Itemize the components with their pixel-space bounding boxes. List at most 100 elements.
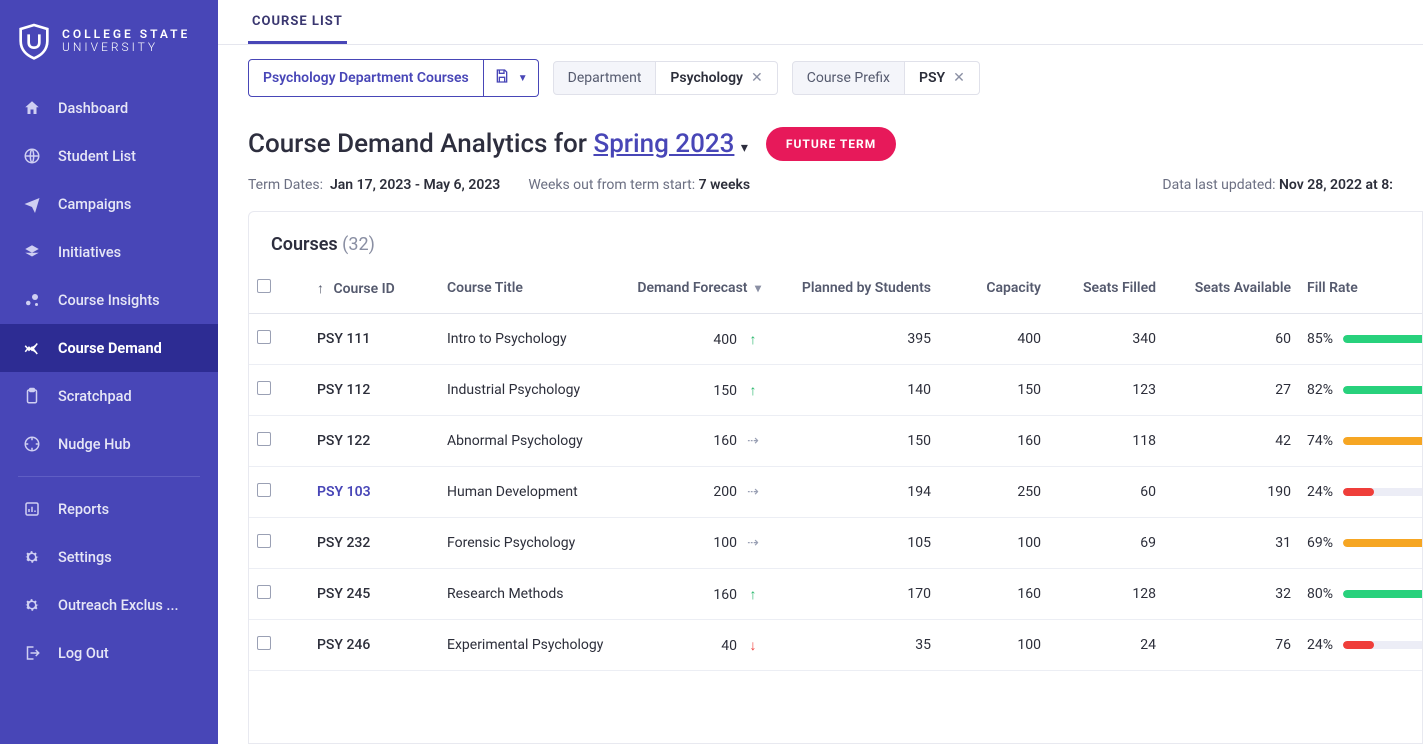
table-row[interactable]: PSY 103Human Development200⇢194250601902…: [249, 467, 1423, 518]
cell-filled: 340: [1049, 314, 1164, 365]
cell-forecast: 160↑: [619, 569, 769, 620]
data-updated: Data last updated: Nov 28, 2022 at 8:: [1162, 177, 1393, 193]
sidebar-item-nudge-hub[interactable]: Nudge Hub: [0, 420, 218, 468]
save-filter-button[interactable]: ▼: [484, 59, 539, 97]
col-capacity[interactable]: Capacity: [939, 263, 1049, 314]
term-dates-label: Term Dates:: [248, 177, 323, 193]
cell-course-id: PSY 111: [309, 314, 439, 365]
fill-bar: [1343, 386, 1423, 394]
future-term-pill: FUTURE TERM: [766, 127, 896, 161]
close-icon[interactable]: ✕: [953, 70, 965, 86]
trend-flat-icon: ⇢: [745, 433, 761, 449]
bubbles-icon: [22, 290, 42, 310]
row-checkbox[interactable]: [249, 569, 309, 620]
sidebar: COLLEGE STATE UNIVERSITY Dashboard Stude…: [0, 0, 218, 744]
cell-course-title: Experimental Psychology: [439, 620, 619, 671]
tab-course-list[interactable]: COURSE LIST: [248, 0, 347, 44]
sidebar-item-label: Course Insights: [58, 292, 160, 309]
sidebar-item-outreach-exclusions[interactable]: Outreach Exclus ...: [0, 581, 218, 629]
card-title-text: Courses: [271, 234, 338, 255]
sidebar-item-student-list[interactable]: Student List: [0, 132, 218, 180]
sidebar-item-dashboard[interactable]: Dashboard: [0, 84, 218, 132]
col-fill-rate[interactable]: Fill Rate: [1299, 263, 1423, 314]
fill-pct: 69%: [1307, 535, 1333, 551]
sidebar-item-settings[interactable]: Settings: [0, 533, 218, 581]
table-row[interactable]: PSY 112Industrial Psychology150↑14015012…: [249, 365, 1423, 416]
nudge-icon: [22, 434, 42, 454]
row-checkbox[interactable]: [249, 518, 309, 569]
cell-capacity: 250: [939, 467, 1049, 518]
checkbox-icon[interactable]: [257, 279, 271, 293]
sidebar-item-initiatives[interactable]: Initiatives: [0, 228, 218, 276]
cell-course-id: PSY 245: [309, 569, 439, 620]
cell-planned: 140: [769, 365, 939, 416]
col-label: Demand Forecast: [637, 280, 747, 296]
checkbox-icon[interactable]: [257, 381, 271, 395]
col-course-id[interactable]: ↑ Course ID: [309, 263, 439, 314]
filter-value[interactable]: PSY ✕: [905, 61, 980, 95]
table-row[interactable]: PSY 111Intro to Psychology400↑3954003406…: [249, 314, 1423, 365]
cell-capacity: 160: [939, 416, 1049, 467]
sidebar-item-campaigns[interactable]: Campaigns: [0, 180, 218, 228]
heading-prefix: Course Demand Analytics for: [248, 129, 587, 159]
row-checkbox[interactable]: [249, 416, 309, 467]
chevron-down-icon[interactable]: ▾: [741, 140, 748, 156]
cell-planned: 150: [769, 416, 939, 467]
col-checkbox[interactable]: [249, 263, 309, 314]
cell-course-id: PSY 122: [309, 416, 439, 467]
col-seats-available[interactable]: Seats Available: [1164, 263, 1299, 314]
row-checkbox[interactable]: [249, 365, 309, 416]
layers-icon: [22, 242, 42, 262]
fill-bar: [1343, 335, 1423, 343]
col-seats-filled[interactable]: Seats Filled: [1049, 263, 1164, 314]
col-planned[interactable]: Planned by Students: [769, 263, 939, 314]
checkbox-icon[interactable]: [257, 585, 271, 599]
checkbox-icon[interactable]: [257, 330, 271, 344]
cell-course-title: Research Methods: [439, 569, 619, 620]
col-demand-forecast[interactable]: Demand Forecast ▾: [619, 263, 769, 314]
fill-pct: 74%: [1307, 433, 1333, 449]
row-checkbox[interactable]: [249, 467, 309, 518]
col-label: Fill Rate: [1307, 280, 1358, 296]
weeks-out: Weeks out from term start: 7 weeks: [528, 177, 750, 193]
saved-filter-chip[interactable]: Psychology Department Courses: [248, 59, 484, 97]
cell-forecast: 160⇢: [619, 416, 769, 467]
row-checkbox[interactable]: [249, 314, 309, 365]
cell-available: 32: [1164, 569, 1299, 620]
checkbox-icon[interactable]: [257, 534, 271, 548]
cell-capacity: 400: [939, 314, 1049, 365]
cell-available: 190: [1164, 467, 1299, 518]
row-checkbox[interactable]: [249, 620, 309, 671]
gear-icon: [22, 595, 42, 615]
col-label: Course Title: [447, 280, 523, 296]
col-course-title[interactable]: Course Title: [439, 263, 619, 314]
table-row[interactable]: PSY 122Abnormal Psychology160⇢1501601184…: [249, 416, 1423, 467]
close-icon[interactable]: ✕: [751, 70, 763, 86]
table-row[interactable]: PSY 246Experimental Psychology40↓3510024…: [249, 620, 1423, 671]
cell-fill-rate: 82%: [1299, 365, 1423, 416]
checkbox-icon[interactable]: [257, 432, 271, 446]
sidebar-item-label: Initiatives: [58, 244, 121, 261]
meta-row: Term Dates: Jan 17, 2023 - May 6, 2023 W…: [218, 167, 1423, 211]
table-row[interactable]: PSY 232Forensic Psychology100⇢1051006931…: [249, 518, 1423, 569]
logout-icon: [22, 643, 42, 663]
sidebar-item-reports[interactable]: Reports: [0, 485, 218, 533]
filter-icon[interactable]: ▾: [755, 281, 761, 295]
fill-pct: 85%: [1307, 331, 1333, 347]
cell-filled: 128: [1049, 569, 1164, 620]
cell-fill-rate: 69%: [1299, 518, 1423, 569]
sidebar-item-course-insights[interactable]: Course Insights: [0, 276, 218, 324]
sidebar-item-logout[interactable]: Log Out: [0, 629, 218, 677]
cell-available: 76: [1164, 620, 1299, 671]
checkbox-icon[interactable]: [257, 483, 271, 497]
sidebar-item-scratchpad[interactable]: Scratchpad: [0, 372, 218, 420]
brand-text: COLLEGE STATE UNIVERSITY: [62, 28, 190, 54]
sidebar-item-course-demand[interactable]: Course Demand: [0, 324, 218, 372]
checkbox-icon[interactable]: [257, 636, 271, 650]
table-row[interactable]: PSY 245Research Methods160↑1701601283280…: [249, 569, 1423, 620]
sidebar-item-label: Log Out: [58, 645, 109, 662]
filter-value[interactable]: Psychology ✕: [656, 61, 777, 95]
cell-course-id: PSY 103: [309, 467, 439, 518]
cell-fill-rate: 74%: [1299, 416, 1423, 467]
term-link[interactable]: Spring 2023: [593, 129, 734, 159]
